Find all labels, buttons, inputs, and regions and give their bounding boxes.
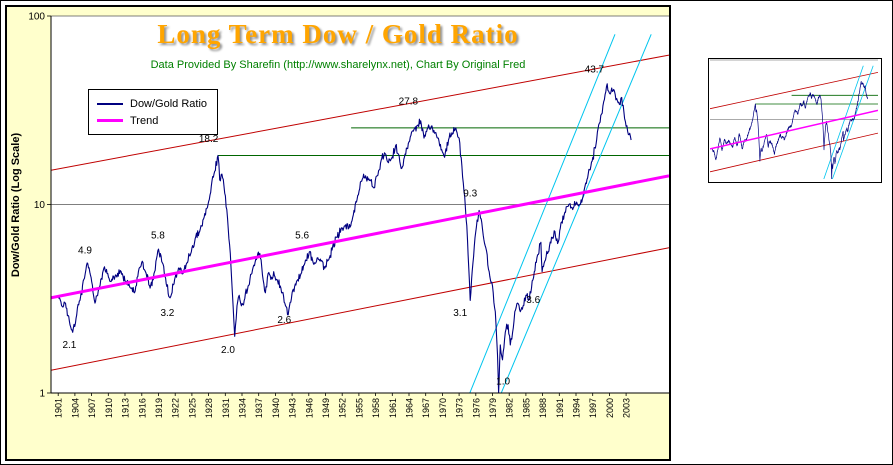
- svg-text:1934: 1934: [238, 398, 248, 418]
- svg-text:1988: 1988: [538, 398, 548, 418]
- svg-text:1937: 1937: [254, 398, 264, 418]
- svg-text:1907: 1907: [87, 398, 97, 418]
- svg-text:1928: 1928: [204, 398, 214, 418]
- svg-text:1943: 1943: [288, 398, 298, 418]
- svg-text:1985: 1985: [521, 398, 531, 418]
- svg-text:2.0: 2.0: [221, 345, 235, 356]
- svg-text:5.6: 5.6: [295, 231, 309, 242]
- svg-text:1940: 1940: [271, 398, 281, 418]
- svg-text:1973: 1973: [455, 398, 465, 418]
- svg-text:1949: 1949: [321, 398, 331, 418]
- svg-text:1931: 1931: [221, 398, 231, 418]
- svg-text:1901: 1901: [54, 398, 64, 418]
- svg-text:1910: 1910: [104, 398, 114, 418]
- svg-text:1: 1: [39, 389, 45, 400]
- chart-subtitle: Data Provided By Sharefin (http://www.sh…: [150, 59, 526, 71]
- legend: Dow/Gold Ratio Trend: [88, 89, 219, 135]
- svg-text:3.2: 3.2: [160, 308, 174, 319]
- legend-swatch-1: [97, 119, 123, 122]
- svg-text:1925: 1925: [187, 398, 197, 418]
- dow-gold-ratio-chart: 1 10 100 1901 1904 1907 1910 1913 1916 1919 1922 19…: [28, 12, 669, 418]
- legend-label-dow-gold-ratio: Dow/Gold Ratio: [130, 97, 208, 110]
- svg-text:43.7: 43.7: [585, 65, 605, 76]
- y-axis-title: Dow/Gold Ratio (Log Scale): [7, 16, 25, 393]
- svg-text:1955: 1955: [354, 398, 364, 418]
- svg-text:1961: 1961: [388, 398, 398, 418]
- svg-text:100: 100: [28, 12, 45, 23]
- legend-item-dow-gold-ratio: Dow/Gold Ratio: [97, 95, 207, 112]
- svg-text:5.8: 5.8: [151, 231, 165, 242]
- svg-text:1958: 1958: [371, 398, 381, 418]
- svg-text:1913: 1913: [121, 398, 131, 418]
- svg-text:1997: 1997: [588, 398, 598, 418]
- svg-text:1952: 1952: [338, 398, 348, 418]
- y-axis-title-text: Dow/Gold Ratio (Log Scale): [10, 132, 23, 277]
- svg-text:1982: 1982: [505, 398, 515, 418]
- svg-text:1979: 1979: [488, 398, 498, 418]
- svg-text:9.3: 9.3: [463, 189, 477, 200]
- svg-text:4.9: 4.9: [78, 245, 92, 256]
- svg-text:1.0: 1.0: [496, 377, 510, 388]
- svg-text:1904: 1904: [70, 398, 80, 418]
- svg-text:1946: 1946: [304, 398, 314, 418]
- svg-text:18.2: 18.2: [199, 134, 219, 145]
- legend-swatch-0: [97, 102, 123, 105]
- mini-dow-gold-chart: [710, 59, 878, 179]
- svg-text:2.1: 2.1: [62, 340, 76, 351]
- svg-text:1922: 1922: [171, 398, 181, 418]
- svg-text:1994: 1994: [572, 398, 582, 418]
- chart-title: Long Term Dow / Gold Ratio: [157, 19, 519, 49]
- svg-text:27.8: 27.8: [399, 96, 419, 107]
- svg-text:3.1: 3.1: [453, 308, 467, 319]
- svg-text:2.6: 2.6: [277, 315, 291, 326]
- svg-text:3.6: 3.6: [526, 295, 540, 306]
- svg-text:1976: 1976: [471, 398, 481, 418]
- main-chart-panel: 1 10 100 1901 1904 1907 1910 1913 1916 1919 1922 19…: [5, 5, 671, 461]
- svg-text:1970: 1970: [438, 398, 448, 418]
- svg-text:1991: 1991: [555, 398, 565, 418]
- legend-item-trend: Trend: [97, 112, 207, 129]
- svg-text:1919: 1919: [154, 398, 164, 418]
- svg-text:10: 10: [34, 200, 46, 211]
- svg-text:2000: 2000: [605, 398, 615, 418]
- svg-text:1967: 1967: [421, 398, 431, 418]
- svg-text:2003: 2003: [622, 398, 632, 418]
- svg-text:1964: 1964: [405, 398, 415, 418]
- legend-label-trend: Trend: [130, 114, 159, 127]
- svg-text:1916: 1916: [137, 398, 147, 418]
- mini-chart-panel: [708, 58, 882, 183]
